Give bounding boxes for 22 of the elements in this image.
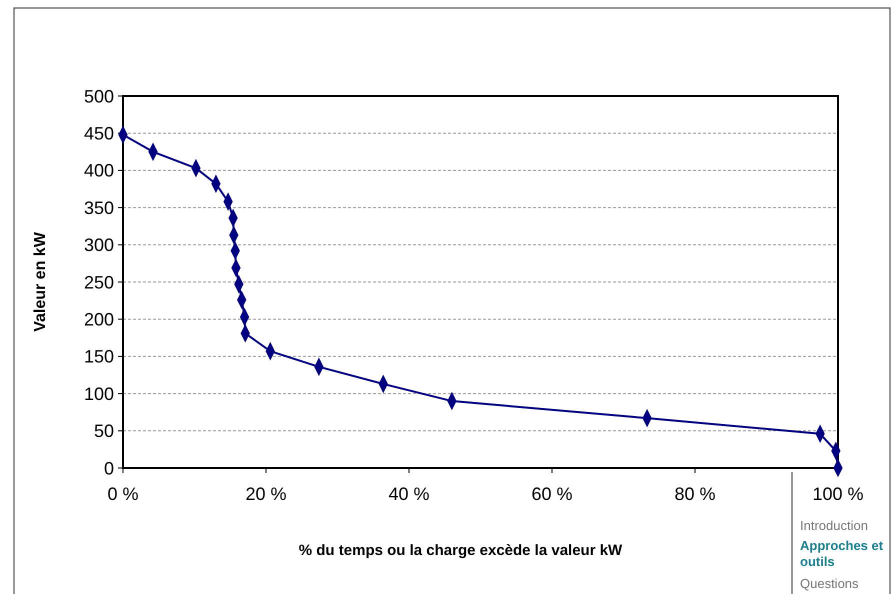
x-tick-label: 60 % (531, 484, 573, 504)
y-tick-label: 500 (84, 86, 114, 106)
y-tick-label: 350 (84, 198, 114, 218)
y-tick-label: 100 (84, 384, 114, 404)
y-tick-label: 50 (94, 421, 114, 442)
text: Introduction (800, 518, 868, 533)
x-axis-title: % du temps ou la charge excède la valeur kW (298, 542, 624, 559)
y-tick-label: 150 (84, 346, 114, 367)
x-tick-label: 40 % (388, 484, 430, 504)
y-tick-label: 0 (104, 458, 114, 478)
x-tick-label: 0 % (107, 484, 139, 504)
text: Approches et outils (800, 538, 884, 569)
y-tick-label: 300 (84, 235, 114, 256)
text: Questions (800, 576, 860, 591)
y-tick-label: 400 (84, 160, 114, 181)
y-tick-label: 450 (84, 124, 114, 144)
y-tick-label: 250 (84, 272, 114, 292)
x-tick-label: 80 % (674, 484, 716, 504)
y-axis-title: Valeur en kW (32, 231, 49, 332)
x-tick-label: 100 % (812, 484, 864, 504)
x-tick-label: 20 % (245, 484, 287, 504)
y-tick-label: 200 (84, 310, 114, 330)
